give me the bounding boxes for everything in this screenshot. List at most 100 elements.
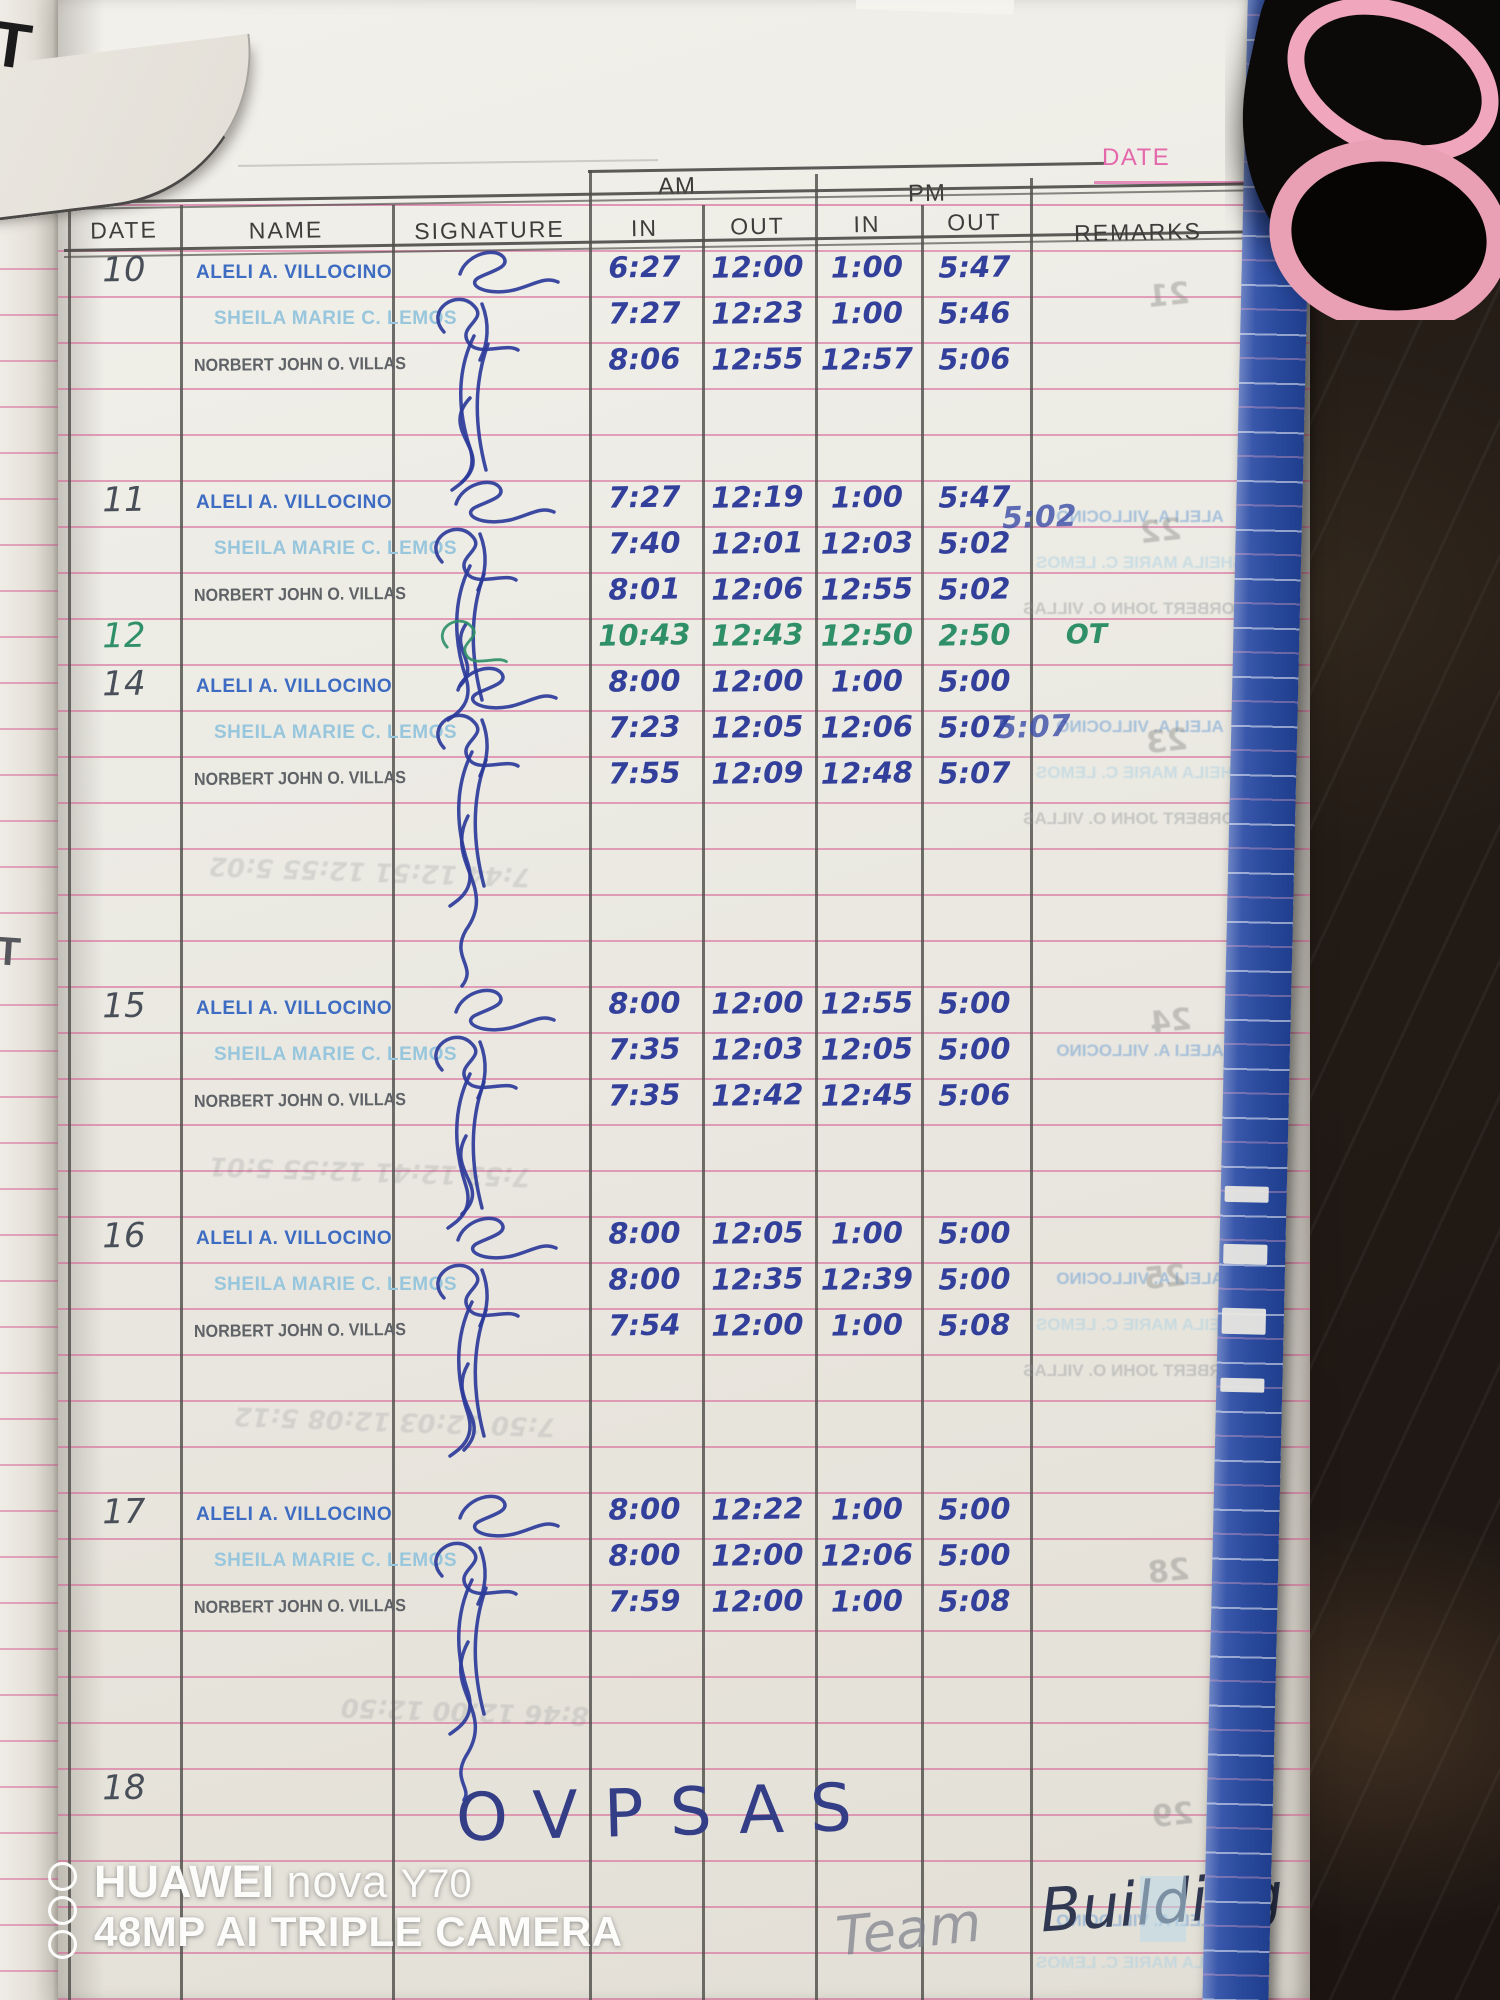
time-out-am: 12:00 — [710, 1537, 804, 1573]
page-number-bleedthrough: 22 — [1138, 511, 1184, 552]
time-out-am: 12:05 — [710, 1215, 804, 1251]
watermark-circle-icon — [48, 1896, 77, 1925]
date-cell: 17 — [101, 1491, 146, 1533]
time-out-am: 12:06 — [710, 571, 804, 607]
time-out-pm: 5:06 — [938, 341, 1011, 377]
time-out-am: 12:00 — [710, 1583, 804, 1619]
edge-white-patch — [1220, 1377, 1265, 1393]
date-label-pink: DATE — [1102, 144, 1171, 171]
date-underline — [1094, 181, 1274, 184]
date-cell: 14 — [101, 663, 146, 705]
name-stamp-sheila: SHEILA MARIE C. LEMOS — [214, 1274, 458, 1295]
grid-line-am-pm — [815, 174, 818, 2000]
page-number-bleedthrough: 28 — [1146, 1551, 1192, 1592]
time-in-pm: 12:48 — [820, 755, 914, 791]
col-header-remarks: REMARKS — [1073, 217, 1203, 247]
logbook-page: AM PM DATE DATE NAME SIGNATURE IN OUT IN… — [58, 0, 1310, 2000]
time-in-am: 8:00 — [608, 985, 681, 1021]
time-in-pm: 1:00 — [830, 1307, 904, 1343]
time-out-pm: 5:00 — [938, 663, 1011, 699]
time-in-am: 7:23 — [608, 709, 681, 745]
name-stamp-sheila: SHEILA MARIE C. LEMOS — [214, 538, 458, 559]
time-in-pm: 12:39 — [820, 1261, 914, 1297]
time-in-pm: 12:06 — [820, 1537, 914, 1573]
time-out-pm: 5:08 — [938, 1307, 1011, 1343]
name-stamp-sheila: SHEILA MARIE C. LEMOS — [214, 1550, 458, 1571]
time-out-am: 12:22 — [710, 1491, 804, 1527]
name-stamp-norbert: NORBERT JOHN O. VILLAS — [193, 1088, 407, 1111]
time-in-pm: 12:55 — [820, 571, 914, 607]
watermark-line2: 48MP AI TRIPLE CAMERA — [94, 1908, 623, 1955]
time-out-am: 12:19 — [710, 479, 804, 515]
time-in-am: 7:27 — [608, 479, 681, 515]
time-out-am: 12:03 — [710, 1031, 804, 1067]
time-out-am: 12:00 — [710, 1307, 804, 1343]
time-out-am: 12:55 — [710, 341, 804, 377]
name-stamp-aleli: ALELI A. VILLOCINO — [196, 1228, 393, 1249]
date-cell: 18 — [101, 1767, 146, 1809]
ruled-lines — [58, 250, 1310, 2000]
edge-white-patch — [1223, 1243, 1268, 1265]
time-in-pm: 1:00 — [830, 479, 904, 515]
time-out-am: 12:23 — [710, 295, 804, 331]
hair-tie-object — [1225, 0, 1500, 320]
date-cell: 11 — [101, 479, 146, 521]
grid-line-sig-in — [589, 170, 592, 2000]
stamp-bleedthrough: NORBERT JOHN O. VILLAS — [1023, 599, 1247, 618]
date-cell: 15 — [101, 985, 146, 1027]
ink-bleed-mark: 5:02 — [1001, 498, 1078, 537]
time-out-pm: 5:00 — [938, 985, 1011, 1021]
am-header: AM — [657, 172, 697, 201]
time-in-am: 7:54 — [608, 1307, 681, 1343]
watermark-line1: HUAWEI nova Y70 — [94, 1856, 472, 1908]
name-stamp-aleli: ALELI A. VILLOCINO — [196, 492, 393, 513]
time-out-pm: 5:47 — [938, 249, 1011, 285]
col-header-in-am: IN — [630, 214, 659, 242]
time-out-am: 12:42 — [710, 1077, 804, 1113]
date-cell: 16 — [101, 1215, 146, 1257]
time-in-pm: 1:00 — [830, 295, 904, 331]
page-number-bleedthrough: 29 — [1150, 1795, 1196, 1836]
page-number-bleedthrough: 23 — [1144, 721, 1190, 762]
time-in-pm: 1:00 — [830, 1215, 904, 1251]
time-out-pm: 5:46 — [938, 295, 1011, 331]
ampm-box-top-line — [587, 161, 1104, 173]
time-out-am: 12:00 — [710, 249, 804, 285]
time-out-pm: 5:06 — [938, 1077, 1011, 1113]
time-out-am: 12:01 — [710, 525, 804, 561]
time-out-pm: 5:07 — [938, 755, 1011, 791]
time-out-pm: 5:00 — [938, 1031, 1011, 1067]
name-stamp-norbert: NORBERT JOHN O. VILLAS — [193, 766, 407, 789]
grid-line-out-remarks — [1030, 178, 1033, 2000]
name-stamp-aleli: ALELI A. VILLOCINO — [196, 262, 393, 283]
time-in-pm: 1:00 — [830, 249, 904, 285]
watermark-circle-icon — [48, 1930, 77, 1959]
time-out-am: 12:09 — [710, 755, 804, 791]
time-out-am: 12:35 — [710, 1261, 804, 1297]
previous-page-ruled-lines — [0, 268, 64, 2000]
time-in-am: 8:00 — [608, 1215, 681, 1251]
time-in-am: 8:06 — [608, 341, 681, 377]
time-in-pm: 12:45 — [820, 1077, 914, 1113]
ovpsas-note: OVPSAS — [455, 1768, 879, 1857]
time-in-am: 7:55 — [608, 755, 681, 791]
col-header-signature: SIGNATURE — [414, 215, 565, 245]
time-out-pm: 5:00 — [938, 1537, 1011, 1573]
page-number-bleedthrough: 25 — [1142, 1257, 1188, 1298]
grid-line-in-out-am — [702, 205, 705, 2000]
name-stamp-sheila: SHEILA MARIE C. LEMOS — [214, 308, 458, 329]
stamp-bleedthrough: NORBERT JOHN O. VILLAS — [1023, 809, 1247, 828]
watermark-brand: HUAWEI — [94, 1856, 274, 1907]
name-stamp-aleli: ALELI A. VILLOCINO — [196, 998, 393, 1019]
time-in-pm: 1:00 — [830, 663, 904, 699]
time-in-pm: 12:05 — [820, 1031, 914, 1067]
ink-bleed-mark: 5:07 — [995, 708, 1072, 747]
time-in-am: 8:00 — [608, 663, 681, 699]
edge-mark-mid: T — [0, 929, 22, 975]
time-in-pm: 1:00 — [830, 1491, 904, 1527]
time-in-am: 7:59 — [608, 1583, 681, 1619]
time-in-pm: 1:00 — [830, 1583, 904, 1619]
stamp-bleedthrough: ALELI A. VILLOCINO — [1056, 1041, 1224, 1060]
name-stamp-norbert: NORBERT JOHN O. VILLAS — [193, 582, 407, 605]
ruled-line-top — [58, 204, 1310, 206]
